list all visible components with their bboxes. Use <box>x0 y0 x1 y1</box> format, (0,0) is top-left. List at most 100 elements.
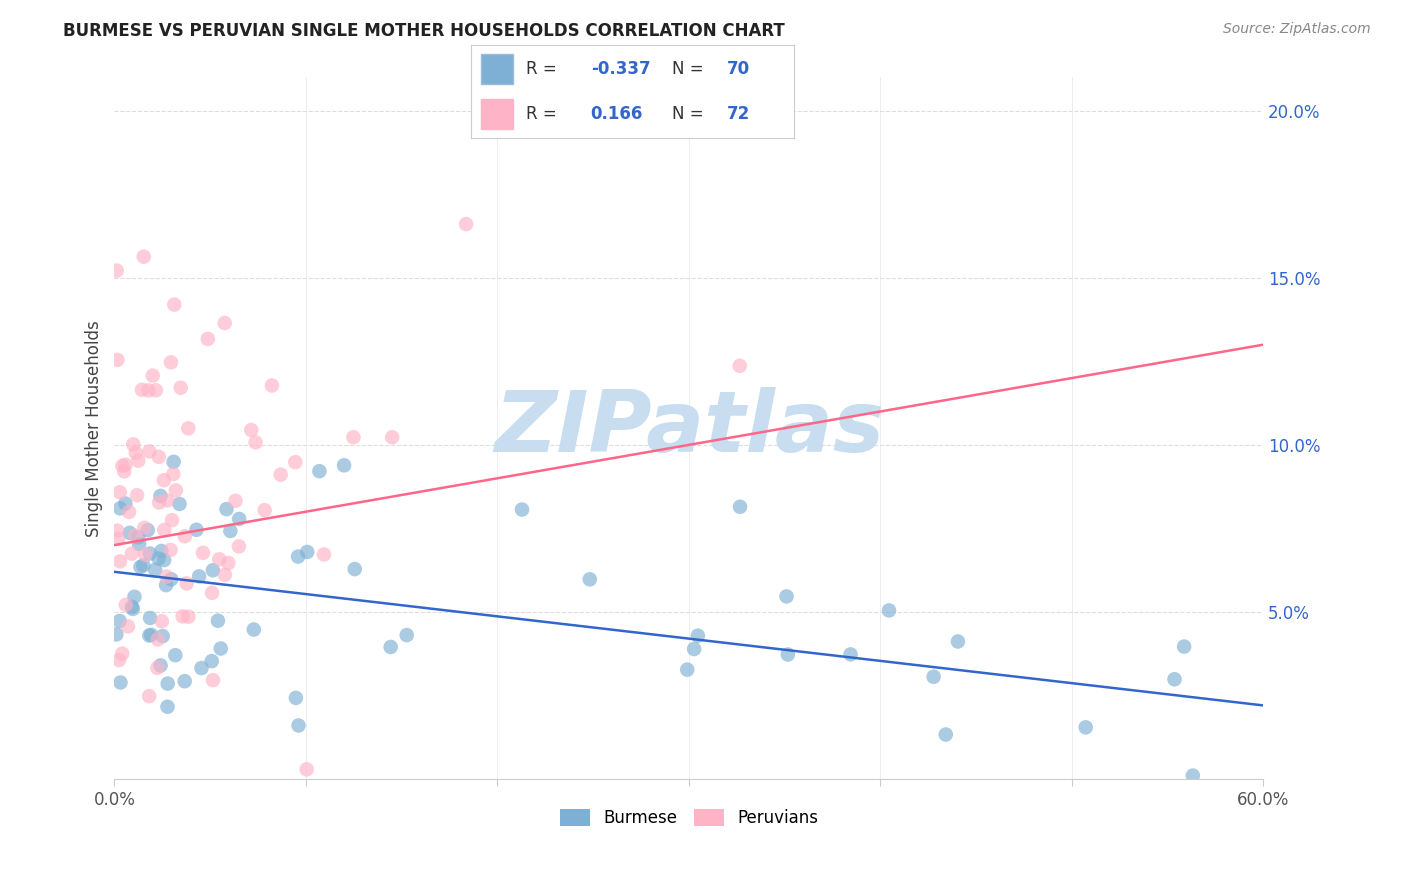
Point <box>114 497 136 511</box>
Point <box>186 523 208 537</box>
Point <box>150 614 173 628</box>
Point <box>159 542 181 557</box>
Point <box>105 263 128 277</box>
Point <box>121 547 143 561</box>
Point <box>333 458 356 473</box>
Point <box>676 663 699 677</box>
Point <box>122 437 145 451</box>
Point <box>946 634 969 648</box>
Point <box>138 384 160 398</box>
Point <box>935 727 957 741</box>
Point <box>148 551 170 566</box>
Point <box>139 611 162 625</box>
Point <box>112 464 135 478</box>
Point <box>148 450 170 464</box>
Point <box>380 640 402 654</box>
Point <box>152 629 174 643</box>
Point <box>131 383 153 397</box>
Bar <box>481 99 513 129</box>
Point <box>108 653 131 667</box>
Point <box>173 529 195 543</box>
Point <box>138 444 160 458</box>
Point <box>110 675 132 690</box>
Point <box>177 609 200 624</box>
Point <box>197 332 219 346</box>
Point <box>214 316 236 330</box>
Point <box>165 483 187 498</box>
Point <box>108 485 131 500</box>
Point <box>683 642 706 657</box>
Point <box>145 383 167 397</box>
Point <box>146 632 169 647</box>
Point <box>287 718 309 732</box>
Point <box>253 503 276 517</box>
Text: -0.337: -0.337 <box>591 60 651 78</box>
Point <box>295 762 318 776</box>
Point <box>578 572 600 586</box>
Point <box>163 297 186 311</box>
Point <box>243 623 266 637</box>
Point <box>1163 672 1185 686</box>
Point <box>395 628 418 642</box>
Point <box>510 502 533 516</box>
Point <box>107 532 129 546</box>
Point <box>270 467 292 482</box>
Point <box>153 553 176 567</box>
Point <box>132 250 155 264</box>
Point <box>124 529 146 543</box>
Point <box>107 352 129 367</box>
Point <box>128 537 150 551</box>
Point <box>156 699 179 714</box>
Point <box>118 525 141 540</box>
Point <box>111 458 134 473</box>
Point <box>201 563 224 577</box>
Point <box>146 661 169 675</box>
Text: 0.166: 0.166 <box>591 105 643 123</box>
Text: 72: 72 <box>727 105 749 123</box>
Point <box>125 488 148 502</box>
Point <box>156 676 179 690</box>
Text: N =: N = <box>672 105 709 123</box>
Point <box>214 567 236 582</box>
Point <box>686 629 709 643</box>
Point <box>108 614 131 628</box>
Point <box>121 599 143 614</box>
Point <box>162 455 184 469</box>
Point <box>114 458 136 472</box>
Point <box>190 661 212 675</box>
Point <box>149 658 172 673</box>
Point <box>155 569 177 583</box>
Legend: Burmese, Peruvians: Burmese, Peruvians <box>553 802 825 834</box>
Point <box>201 586 224 600</box>
Point <box>308 464 330 478</box>
Point <box>111 647 134 661</box>
Point <box>156 493 179 508</box>
Point <box>839 648 862 662</box>
Point <box>284 455 307 469</box>
Point <box>775 590 797 604</box>
Point <box>201 654 224 668</box>
Point <box>312 548 335 562</box>
Point <box>108 501 131 516</box>
Point <box>125 446 148 460</box>
Text: R =: R = <box>526 60 562 78</box>
Point <box>776 648 799 662</box>
Point <box>138 628 160 642</box>
Point <box>217 556 239 570</box>
Point <box>208 552 231 566</box>
Point <box>877 603 900 617</box>
Point <box>134 521 156 535</box>
Text: 70: 70 <box>727 60 749 78</box>
Point <box>160 572 183 586</box>
Point <box>225 493 247 508</box>
Point <box>139 628 162 642</box>
Point <box>1173 640 1195 654</box>
Point <box>170 381 193 395</box>
Text: BURMESE VS PERUVIAN SINGLE MOTHER HOUSEHOLDS CORRELATION CHART: BURMESE VS PERUVIAN SINGLE MOTHER HOUSEH… <box>63 22 785 40</box>
Point <box>160 513 183 527</box>
Y-axis label: Single Mother Households: Single Mother Households <box>86 320 103 537</box>
Point <box>105 627 128 641</box>
Point <box>177 421 200 435</box>
Point <box>215 502 238 516</box>
Point <box>127 530 149 544</box>
